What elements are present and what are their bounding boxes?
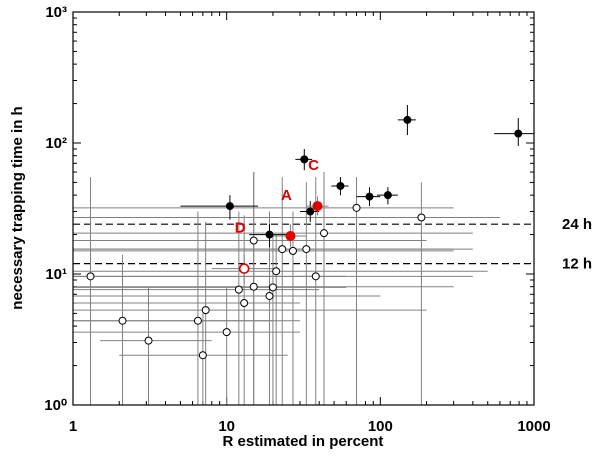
point bbox=[265, 291, 274, 300]
x-tick-label: 100 bbox=[368, 418, 393, 435]
point bbox=[249, 236, 258, 245]
reference-label: 24 h bbox=[562, 216, 592, 233]
y-axis-label: necessary trapping time in h bbox=[9, 106, 26, 309]
point bbox=[225, 202, 234, 211]
point bbox=[417, 213, 426, 222]
y-tick-label: 10¹ bbox=[45, 266, 67, 283]
point bbox=[383, 191, 392, 200]
point bbox=[272, 267, 281, 276]
x-tick-label: 1000 bbox=[517, 418, 550, 435]
annotation: D bbox=[235, 220, 246, 237]
point bbox=[320, 229, 329, 238]
point bbox=[278, 245, 287, 254]
point bbox=[302, 245, 311, 254]
point bbox=[365, 192, 374, 201]
point bbox=[514, 129, 523, 138]
point bbox=[238, 263, 250, 274]
point bbox=[268, 283, 277, 292]
point bbox=[288, 246, 297, 255]
point bbox=[144, 336, 153, 345]
point bbox=[312, 201, 323, 212]
point bbox=[201, 306, 210, 315]
plot-frame bbox=[72, 11, 535, 406]
y-tick-label: 10⁰ bbox=[44, 397, 67, 414]
y-tick-label: 10² bbox=[45, 135, 67, 152]
point bbox=[336, 181, 345, 190]
x-axis-label: R estimated in percent bbox=[223, 433, 384, 450]
point bbox=[306, 207, 315, 216]
annotation: A bbox=[281, 187, 292, 204]
point bbox=[311, 272, 320, 281]
point bbox=[285, 231, 296, 242]
point bbox=[222, 328, 231, 337]
point bbox=[352, 203, 361, 212]
point bbox=[198, 351, 207, 360]
point bbox=[193, 316, 202, 325]
point bbox=[118, 316, 127, 325]
reference-label: 12 h bbox=[562, 256, 592, 273]
x-tick-label: 10 bbox=[218, 418, 235, 435]
point bbox=[249, 282, 258, 291]
annotation: C bbox=[308, 157, 319, 174]
point bbox=[234, 285, 243, 294]
x-tick-label: 1 bbox=[69, 418, 77, 435]
y-tick-label: 10³ bbox=[45, 4, 67, 21]
point bbox=[86, 272, 95, 281]
point bbox=[403, 115, 412, 124]
point bbox=[300, 155, 309, 164]
point bbox=[265, 230, 274, 239]
point bbox=[240, 299, 249, 308]
